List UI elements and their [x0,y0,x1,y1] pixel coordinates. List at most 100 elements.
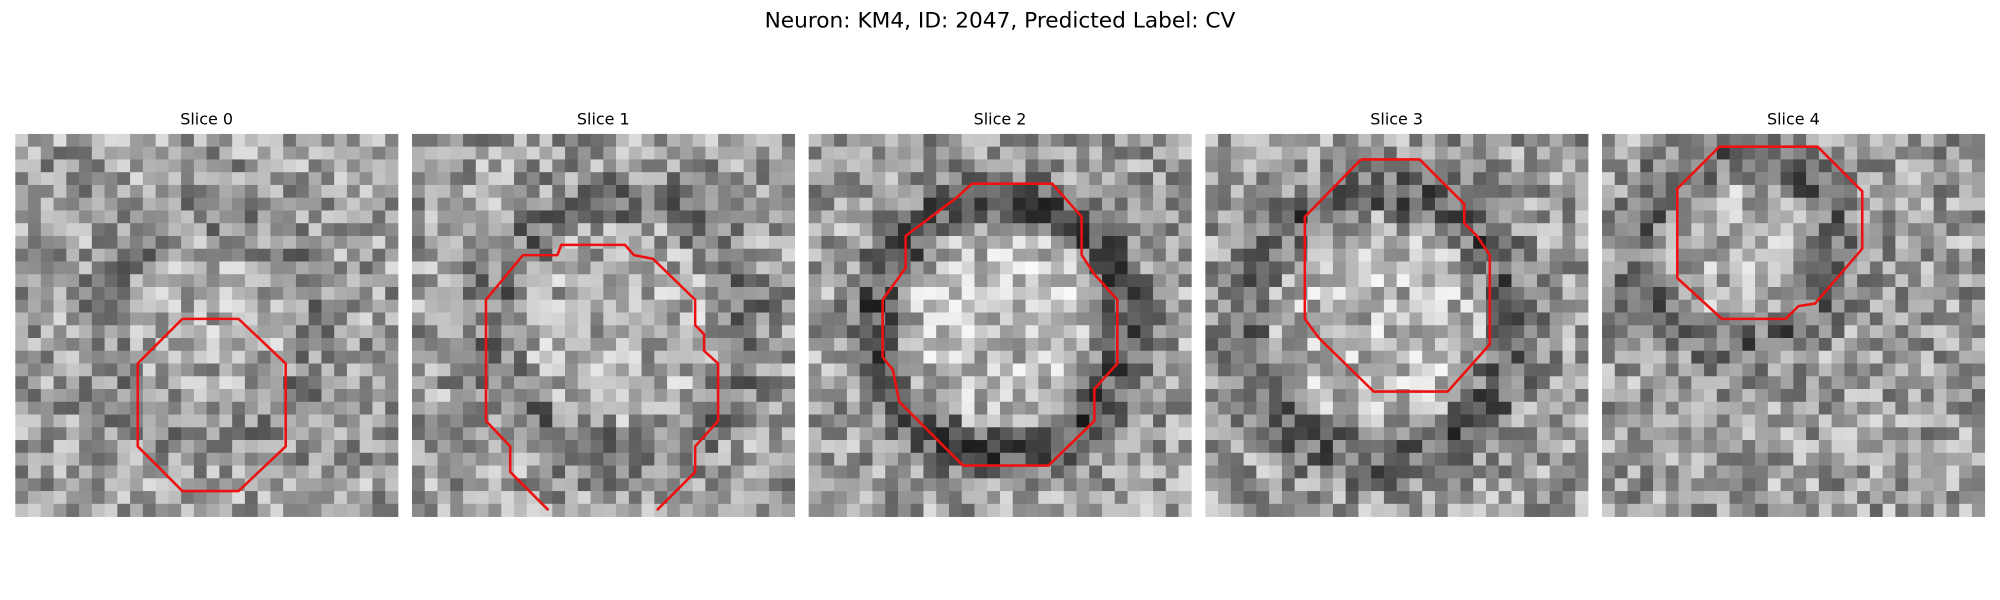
pixel [781,440,796,454]
pixel [1908,389,1922,403]
pixel [295,146,310,160]
pixel [1742,159,1756,173]
pixel [1256,261,1270,275]
pixel [603,235,617,250]
pixel [1178,325,1192,339]
pixel [1920,363,1935,377]
pixel [1971,465,1986,479]
pixel [437,440,451,454]
pixel [1358,503,1372,517]
pixel [1102,146,1116,160]
pixel [590,184,604,199]
pixel [552,210,566,224]
pixel [769,427,783,441]
pixel [1178,172,1192,186]
pixel [526,312,540,326]
pixel [1857,172,1871,186]
pixel [1025,274,1039,288]
pixel [1038,197,1052,211]
pixel [257,325,271,339]
pixel [168,223,182,237]
pixel [1742,350,1756,364]
pixel [1178,274,1192,288]
pixel [781,363,796,377]
pixel [1447,465,1461,479]
pixel [1256,491,1270,505]
pixel [372,274,386,288]
pixel [1460,376,1474,390]
pixel [808,465,822,479]
pixel [1089,363,1103,377]
pixel [181,363,195,377]
pixel [577,491,591,505]
pixel [1320,363,1334,377]
pixel [1511,478,1525,492]
pixel [232,363,246,377]
pixel [1114,440,1128,454]
pixel [308,274,322,288]
pixel [1218,350,1232,364]
pixel [628,312,642,326]
pixel [628,184,642,199]
pixel [1844,184,1858,199]
pixel [1562,210,1576,224]
pixel [91,414,105,428]
pixel [1895,363,1909,377]
pixel [1729,274,1743,288]
pixel [1269,389,1283,403]
pixel [1665,274,1679,288]
pixel [1933,274,1947,288]
pixel [1281,401,1296,415]
pixel [526,376,540,390]
pixel [1165,414,1179,428]
pixel [1818,235,1833,250]
pixel [1498,350,1512,364]
pixel [206,401,220,415]
pixel [1396,261,1410,275]
pixel [168,350,182,364]
pixel [1243,465,1257,479]
pixel [552,478,566,492]
pixel [885,452,899,466]
pixel [283,503,297,517]
pixel [1165,452,1179,466]
pixel [1895,210,1909,224]
pixel [450,299,464,313]
pixel [1524,299,1538,313]
pixel [1371,401,1385,415]
pixel [346,325,361,339]
pixel [1678,427,1692,441]
pixel [1218,491,1232,505]
pixel [1575,274,1589,288]
pixel [1536,235,1551,250]
pixel [1281,350,1296,364]
pixel [1485,312,1500,326]
pixel [334,210,348,224]
pixel [181,184,195,199]
pixel [1102,299,1116,313]
pixel [577,286,591,301]
pixel [501,312,515,326]
pixel [117,146,131,160]
pixel [1460,465,1474,479]
pixel [859,172,873,186]
pixel [1946,197,1960,211]
pixel [872,133,886,148]
pixel [1243,235,1257,250]
pixel [603,465,617,479]
pixel [1869,184,1884,199]
pixel [628,338,642,352]
pixel [463,210,477,224]
pixel [1473,503,1487,517]
pixel [1127,465,1141,479]
pixel [1755,414,1769,428]
pixel [999,401,1014,415]
pixel [1959,427,1973,441]
pixel [1869,286,1884,301]
pixel [910,376,924,390]
pixel [1704,452,1718,466]
pixel [987,338,1001,352]
pixel [270,465,284,479]
pixel [1780,350,1794,364]
pixel [437,248,451,262]
